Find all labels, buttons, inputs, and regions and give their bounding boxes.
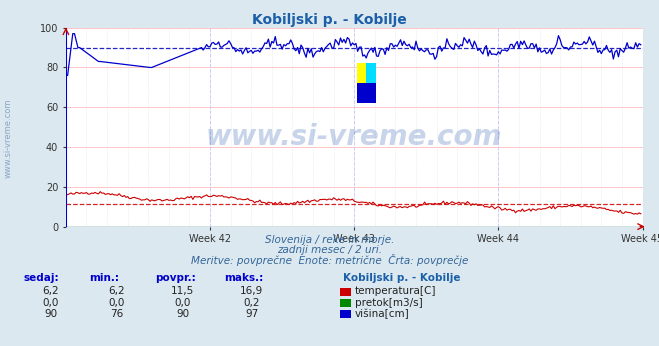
Text: www.si-vreme.com: www.si-vreme.com bbox=[4, 99, 13, 178]
Text: 0,0: 0,0 bbox=[109, 298, 125, 308]
Text: maks.:: maks.: bbox=[224, 273, 264, 283]
Text: 6,2: 6,2 bbox=[42, 286, 59, 297]
Text: min.:: min.: bbox=[89, 273, 119, 283]
Text: 0,0: 0,0 bbox=[43, 298, 59, 308]
Text: 90: 90 bbox=[176, 309, 189, 319]
Text: 90: 90 bbox=[44, 309, 57, 319]
Text: zadnji mesec / 2 uri.: zadnji mesec / 2 uri. bbox=[277, 245, 382, 255]
Text: Kobiljski p. - Kobilje: Kobiljski p. - Kobilje bbox=[343, 273, 460, 283]
Text: www.si-vreme.com: www.si-vreme.com bbox=[206, 123, 502, 151]
Text: 0,0: 0,0 bbox=[175, 298, 190, 308]
Text: sedaj:: sedaj: bbox=[23, 273, 59, 283]
Text: temperatura[C]: temperatura[C] bbox=[355, 286, 436, 297]
Text: pretok[m3/s]: pretok[m3/s] bbox=[355, 298, 422, 308]
Text: povpr.:: povpr.: bbox=[155, 273, 196, 283]
Text: 97: 97 bbox=[245, 309, 258, 319]
Text: višina[cm]: višina[cm] bbox=[355, 309, 409, 319]
Text: Meritve: povprečne  Enote: metrične  Črta: povprečje: Meritve: povprečne Enote: metrične Črta:… bbox=[191, 254, 468, 266]
Text: Kobiljski p. - Kobilje: Kobiljski p. - Kobilje bbox=[252, 13, 407, 27]
Text: 76: 76 bbox=[110, 309, 123, 319]
Text: 0,2: 0,2 bbox=[243, 298, 260, 308]
Text: 16,9: 16,9 bbox=[240, 286, 264, 297]
Text: Slovenija / reke in morje.: Slovenija / reke in morje. bbox=[265, 235, 394, 245]
Text: 6,2: 6,2 bbox=[108, 286, 125, 297]
Text: 11,5: 11,5 bbox=[171, 286, 194, 297]
